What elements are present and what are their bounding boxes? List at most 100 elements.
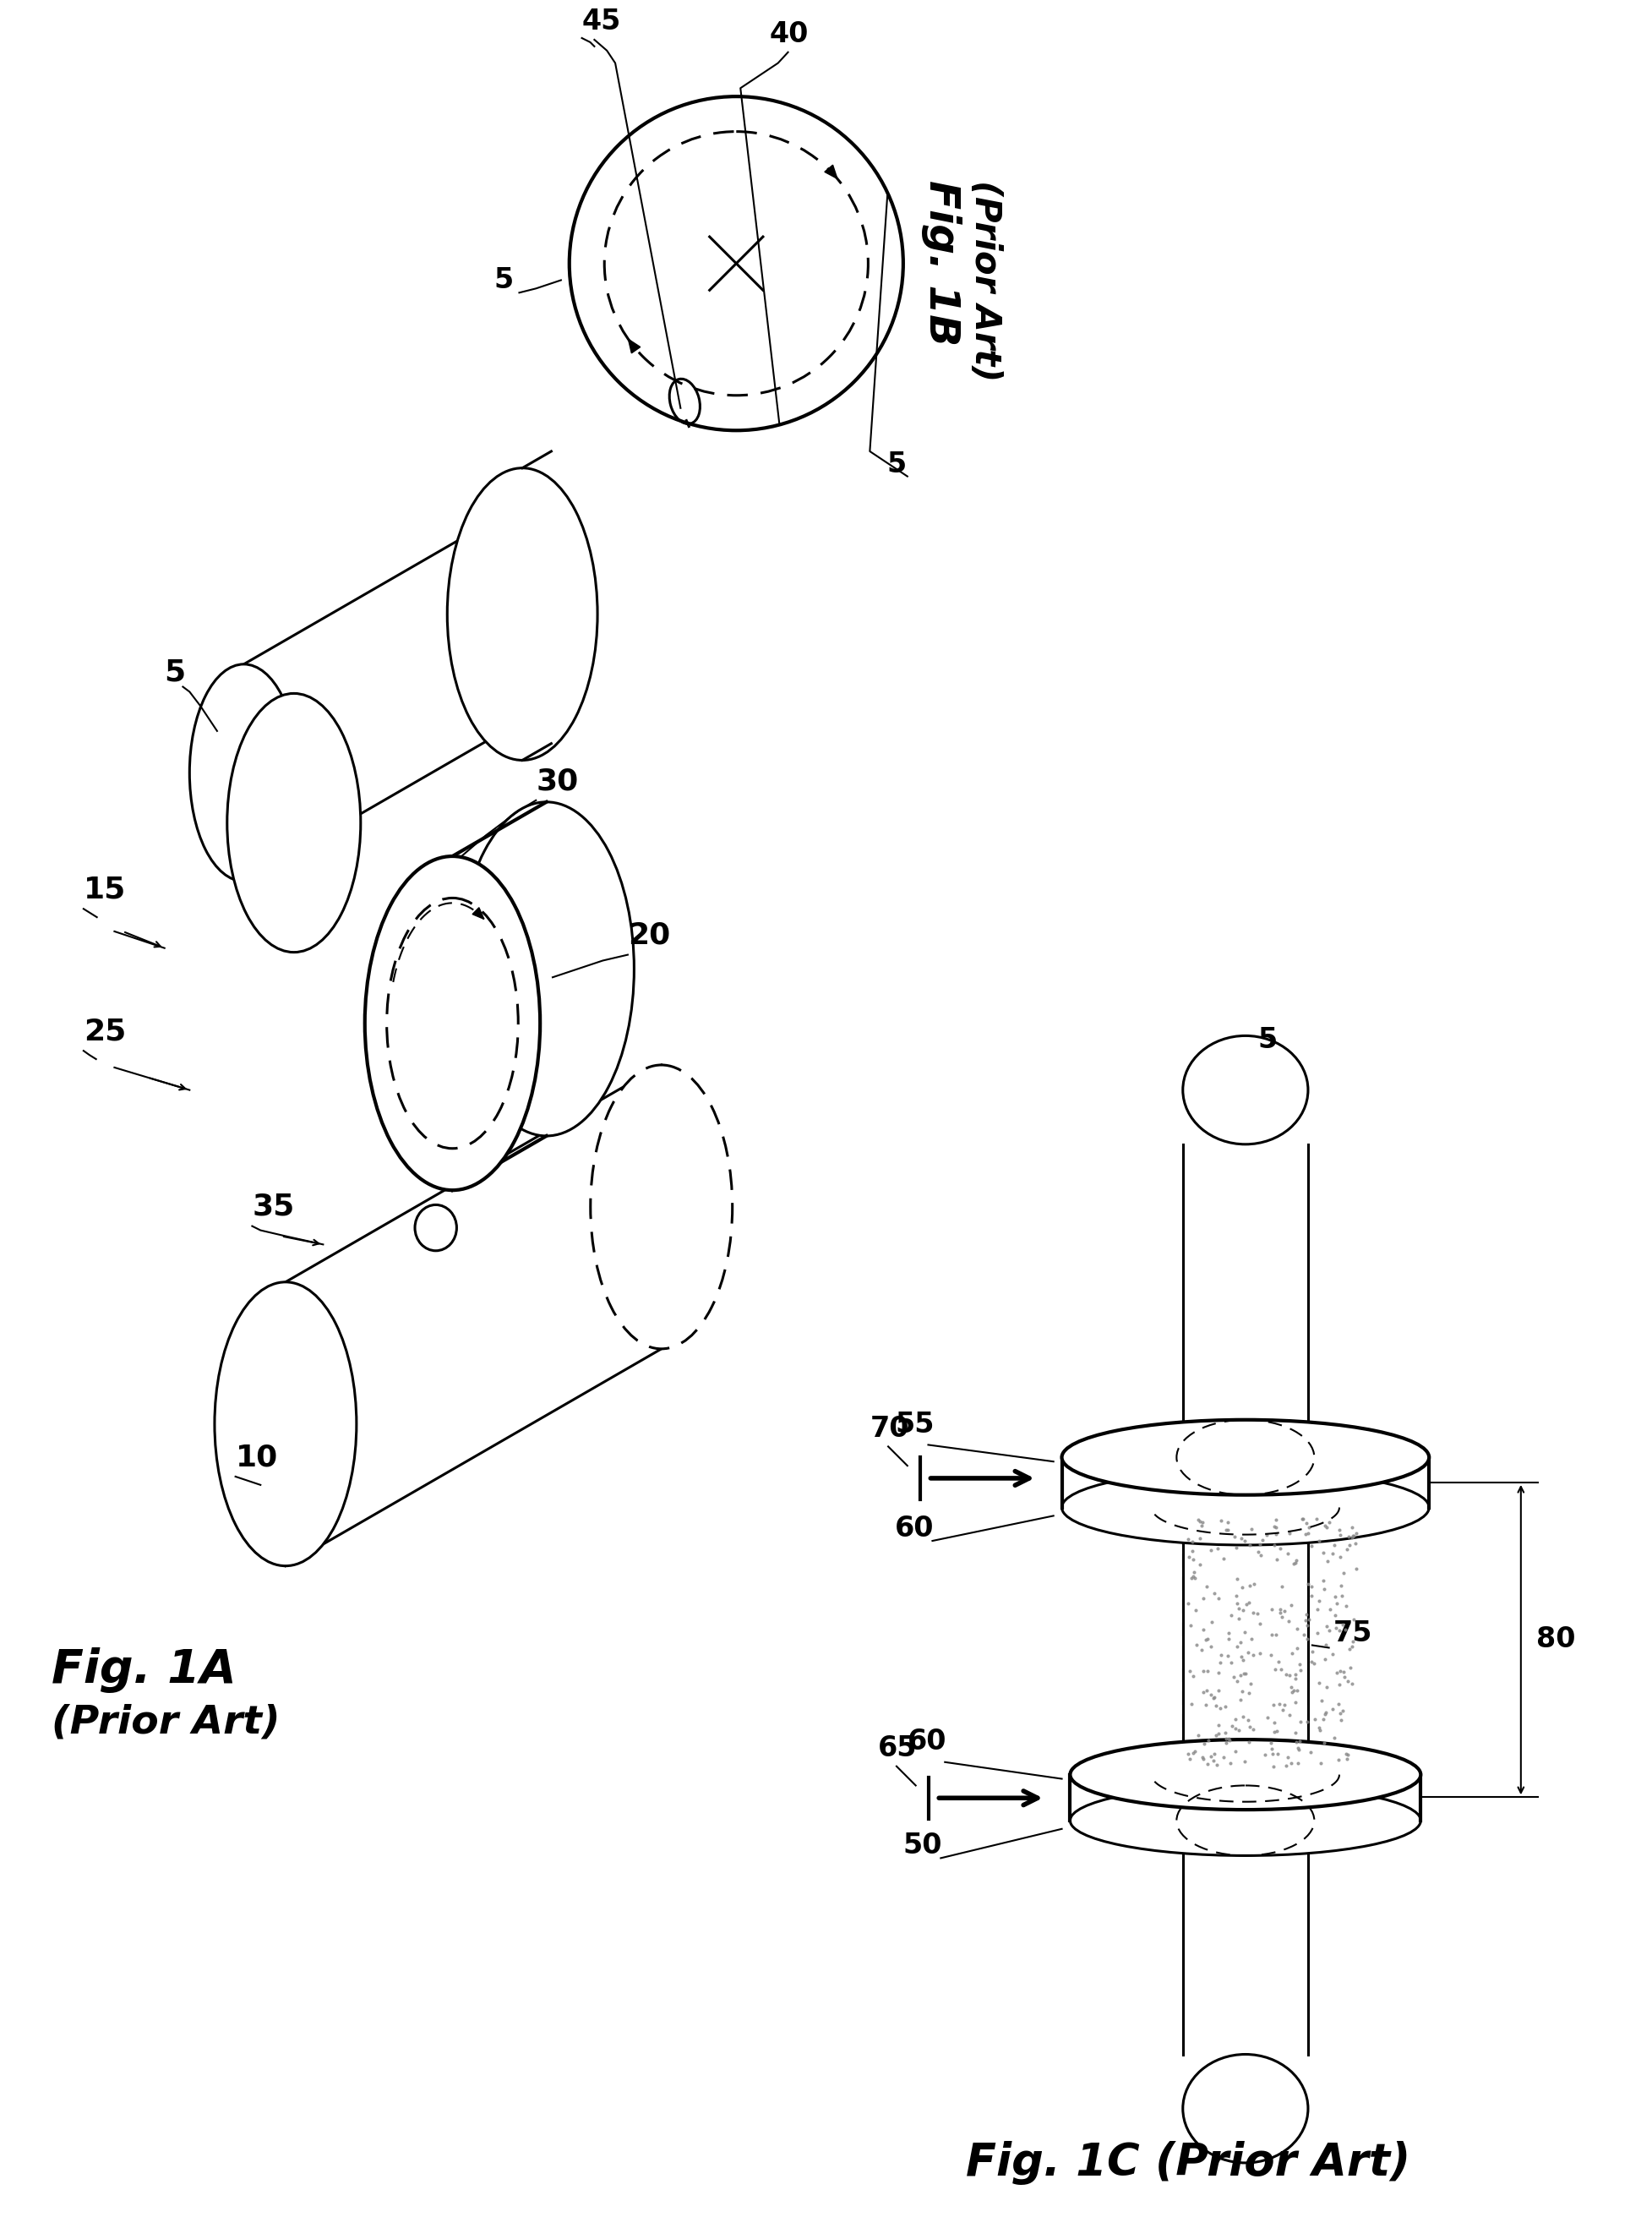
Text: 45: 45: [582, 7, 621, 36]
Point: [1184, 1626, 1211, 1662]
Point: [1320, 1691, 1346, 1727]
Point: [1247, 1537, 1274, 1573]
Point: [1327, 1517, 1353, 1553]
Point: [1295, 1566, 1322, 1602]
Text: (Prior Art): (Prior Art): [51, 1702, 281, 1742]
Point: [1282, 1716, 1308, 1751]
Point: [1328, 1569, 1355, 1604]
Point: [1298, 1528, 1325, 1564]
Point: [1201, 1680, 1227, 1716]
Point: [1175, 1586, 1201, 1622]
Text: 35: 35: [253, 1192, 294, 1221]
Point: [1181, 1553, 1208, 1589]
Text: (Prior Art): (Prior Art): [968, 180, 1003, 381]
Point: [1247, 1606, 1274, 1642]
Point: [1282, 1655, 1308, 1691]
Point: [1213, 1724, 1239, 1760]
Point: [1272, 1747, 1298, 1782]
Point: [1201, 1742, 1227, 1778]
Point: [1227, 1638, 1254, 1673]
Point: [1290, 1618, 1317, 1653]
Point: [1267, 1651, 1294, 1687]
Point: [1237, 1709, 1264, 1745]
Point: [1307, 1745, 1333, 1780]
Point: [1180, 1533, 1206, 1569]
Point: [1244, 1595, 1270, 1631]
Point: [1325, 1742, 1351, 1778]
Point: [1198, 1533, 1224, 1569]
Point: [1186, 1504, 1213, 1540]
Point: [1259, 1731, 1285, 1767]
Point: [1292, 1602, 1318, 1638]
Point: [1184, 1502, 1211, 1537]
Ellipse shape: [1183, 2054, 1308, 2163]
Point: [1310, 1535, 1336, 1571]
Point: [1219, 1709, 1246, 1745]
Point: [1226, 1600, 1252, 1635]
Point: [1285, 1731, 1312, 1767]
Point: [1227, 1522, 1254, 1557]
Point: [1280, 1546, 1307, 1582]
Point: [1189, 1740, 1216, 1776]
Point: [1175, 1540, 1201, 1575]
Point: [1186, 1522, 1213, 1557]
Point: [1203, 1718, 1229, 1753]
Point: [1184, 1718, 1211, 1753]
Point: [1224, 1584, 1251, 1620]
Point: [1290, 1502, 1317, 1537]
Ellipse shape: [226, 693, 360, 951]
Point: [1231, 1524, 1257, 1560]
Point: [1259, 1736, 1285, 1771]
Point: [1259, 1591, 1285, 1626]
Point: [1214, 1504, 1241, 1540]
Point: [1279, 1673, 1305, 1709]
Point: [1222, 1711, 1249, 1747]
Point: [1322, 1580, 1348, 1615]
Point: [1221, 1660, 1247, 1696]
Point: [1232, 1655, 1259, 1691]
Point: [1272, 1687, 1298, 1722]
Point: [1340, 1667, 1366, 1702]
Point: [1303, 1615, 1330, 1651]
Point: [1298, 1633, 1325, 1669]
Point: [1224, 1560, 1251, 1595]
Point: [1214, 1638, 1241, 1673]
Point: [1277, 1586, 1303, 1622]
Point: [1332, 1611, 1358, 1646]
Point: [1198, 1678, 1224, 1713]
Text: 75: 75: [1333, 1620, 1373, 1646]
Point: [1180, 1658, 1206, 1693]
Point: [1237, 1667, 1264, 1702]
Point: [1305, 1709, 1332, 1745]
Point: [1241, 1595, 1267, 1631]
Polygon shape: [824, 165, 838, 178]
Ellipse shape: [365, 856, 540, 1190]
Point: [1257, 1724, 1284, 1760]
Point: [1327, 1513, 1353, 1548]
Point: [1280, 1673, 1307, 1709]
Ellipse shape: [459, 802, 634, 1136]
Point: [1234, 1635, 1260, 1671]
Point: [1193, 1687, 1219, 1722]
Point: [1181, 1733, 1208, 1769]
Point: [1191, 1653, 1218, 1689]
Point: [1305, 1584, 1332, 1620]
Point: [1307, 1524, 1333, 1560]
Point: [1180, 1557, 1206, 1593]
Ellipse shape: [1062, 1470, 1429, 1544]
Point: [1188, 1633, 1214, 1669]
Point: [1340, 1511, 1366, 1546]
Point: [1307, 1713, 1333, 1749]
Point: [1181, 1560, 1208, 1595]
Point: [1236, 1675, 1262, 1711]
Point: [1277, 1658, 1303, 1693]
Point: [1229, 1673, 1256, 1709]
Point: [1292, 1517, 1318, 1553]
Point: [1315, 1613, 1341, 1649]
Point: [1294, 1622, 1320, 1658]
Point: [1189, 1580, 1216, 1615]
Point: [1302, 1700, 1328, 1736]
Point: [1267, 1591, 1294, 1626]
Point: [1199, 1604, 1226, 1640]
Point: [1327, 1540, 1353, 1575]
